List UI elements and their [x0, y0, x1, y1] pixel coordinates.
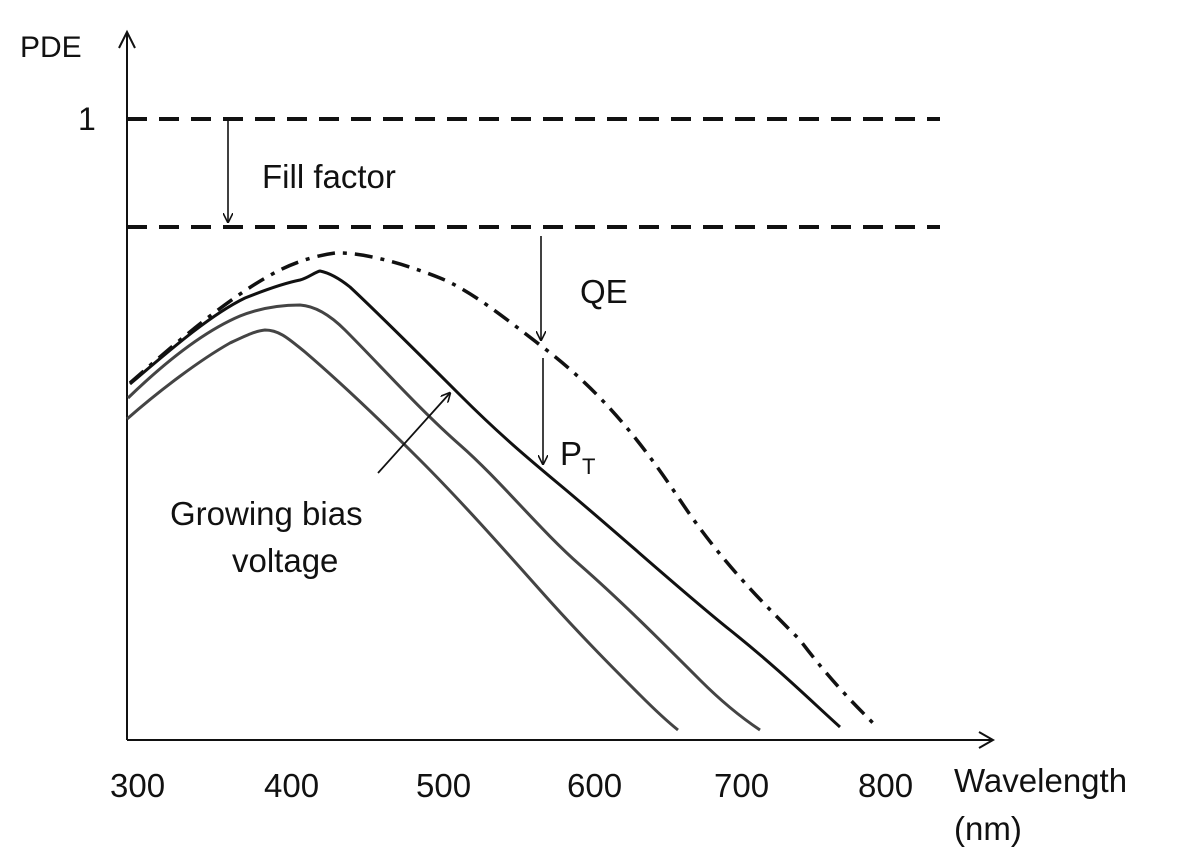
y-axis-arrowhead	[118, 29, 136, 49]
x-tick-400: 400	[264, 767, 319, 804]
qe-label: QE	[580, 273, 628, 310]
x-tick-500: 500	[416, 767, 471, 804]
bias-arrow	[377, 393, 450, 474]
fill-factor-label: Fill factor	[262, 158, 396, 195]
pde-curve-low-bias	[126, 328, 679, 732]
y-axis-tick-one: 1	[78, 101, 96, 137]
pt-label: PT	[560, 435, 595, 479]
x-axis-label-line1: Wavelength	[954, 762, 1127, 799]
x-axis-label-line2: (nm)	[954, 810, 1022, 847]
pt-subscript: T	[582, 454, 595, 479]
y-axis-label: PDE	[20, 31, 82, 64]
x-tick-700: 700	[714, 767, 769, 804]
x-axis-arrowhead	[978, 731, 996, 749]
x-tick-300: 300	[110, 767, 165, 804]
pde-curve-mid-bias	[126, 303, 761, 732]
pde-curve-high-bias	[129, 269, 842, 729]
x-tick-600: 600	[567, 767, 622, 804]
bias-label-line2: voltage	[232, 542, 338, 579]
x-tick-800: 800	[858, 767, 913, 804]
qe-curve	[128, 251, 877, 727]
pt-main: P	[560, 435, 582, 472]
x-axis-ticks: 300 400 500 600 700 800	[110, 767, 913, 804]
bias-label-line1: Growing bias	[170, 495, 363, 532]
